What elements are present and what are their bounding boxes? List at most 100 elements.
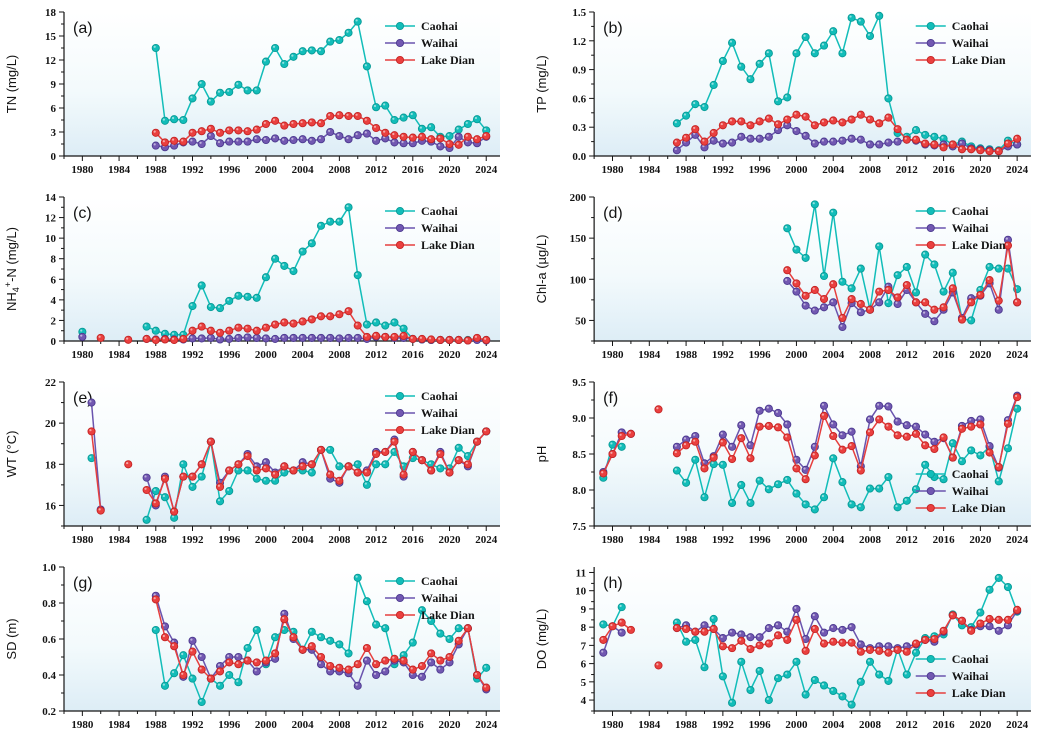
tick-labels: 0.2 0.4 0.6 0.8 1.0 1980 1984 1988 1992 1996 2000 2… xyxy=(42,562,497,731)
svg-text:2012: 2012 xyxy=(896,719,919,731)
svg-text:10: 10 xyxy=(575,586,587,598)
svg-text:18: 18 xyxy=(45,459,57,471)
tick-labels: 0 2 4 6 8 10 12 14 1980 1984 1988 1992 1996 2000 2004 2… xyxy=(45,192,498,361)
y-axis-title: pH xyxy=(534,446,549,463)
svg-text:2016: 2016 xyxy=(933,349,956,361)
legend: Caohai Waihai Lake Dian xyxy=(915,467,1006,515)
svg-text:2020: 2020 xyxy=(439,719,462,731)
svg-text:2000: 2000 xyxy=(785,349,808,361)
series-markers-lake_dian xyxy=(87,427,491,516)
svg-text:1988: 1988 xyxy=(145,349,168,361)
svg-text:1980: 1980 xyxy=(71,719,94,731)
svg-text:12: 12 xyxy=(45,55,57,67)
chart-d: 50 100 150 200 1980 1984 1988 1992 1996 2000 2004 2… xyxy=(534,192,1031,361)
svg-text:2004: 2004 xyxy=(822,164,845,176)
svg-text:22: 22 xyxy=(45,377,57,389)
svg-text:200: 200 xyxy=(570,192,587,204)
y-axis-title: WT (°C) xyxy=(4,431,19,478)
svg-text:7.5: 7.5 xyxy=(572,521,586,533)
svg-text:2024: 2024 xyxy=(475,534,498,546)
svg-text:1992: 1992 xyxy=(182,164,205,176)
axis-ticks xyxy=(589,571,1018,716)
svg-text:6: 6 xyxy=(581,659,587,671)
legend-label-waihai: Waihai xyxy=(421,221,458,235)
svg-text:2004: 2004 xyxy=(822,719,845,731)
svg-text:2020: 2020 xyxy=(969,164,992,176)
svg-text:2024: 2024 xyxy=(1006,719,1029,731)
svg-text:2008: 2008 xyxy=(859,164,882,176)
legend-label-lake_dian: Lake Dian xyxy=(421,53,475,67)
svg-text:1988: 1988 xyxy=(145,719,168,731)
plot-area xyxy=(64,12,500,156)
axis-ticks xyxy=(589,11,1018,161)
svg-text:2012: 2012 xyxy=(896,164,919,176)
legend-label-caohai: Caohai xyxy=(952,652,989,666)
svg-text:2004: 2004 xyxy=(292,164,315,176)
legend-label-caohai: Caohai xyxy=(421,389,458,403)
svg-text:2004: 2004 xyxy=(822,349,845,361)
y-axis-title: DO (mg/L) xyxy=(534,609,549,670)
svg-text:0.6: 0.6 xyxy=(42,634,56,646)
svg-text:1980: 1980 xyxy=(602,349,625,361)
svg-text:1988: 1988 xyxy=(675,534,698,546)
svg-text:1992: 1992 xyxy=(182,349,205,361)
legend: Caohai Waihai Lake Dian xyxy=(385,389,475,437)
legend-label-lake_dian: Lake Dian xyxy=(421,423,475,437)
svg-text:6: 6 xyxy=(51,103,57,115)
svg-text:7: 7 xyxy=(581,640,587,652)
svg-text:8.0: 8.0 xyxy=(572,485,586,497)
svg-text:2020: 2020 xyxy=(439,349,462,361)
svg-text:2000: 2000 xyxy=(255,349,278,361)
panel-label: (g) xyxy=(73,575,93,592)
svg-text:1988: 1988 xyxy=(675,349,698,361)
svg-text:50: 50 xyxy=(575,315,587,327)
svg-text:9: 9 xyxy=(51,79,57,91)
svg-text:2020: 2020 xyxy=(969,534,992,546)
y-axis-title: Chl-a (µg/L) xyxy=(534,235,549,304)
series-markers-caohai xyxy=(599,404,1022,514)
svg-text:0.4: 0.4 xyxy=(42,670,56,682)
svg-text:20: 20 xyxy=(45,418,57,430)
svg-text:2016: 2016 xyxy=(402,164,425,176)
series-markers-lake_dian xyxy=(96,307,491,345)
plot-area xyxy=(64,567,500,711)
svg-text:2024: 2024 xyxy=(1006,164,1029,176)
svg-text:9.0: 9.0 xyxy=(572,413,586,425)
svg-text:1984: 1984 xyxy=(638,349,661,361)
series-markers-lake_dian xyxy=(599,393,1022,484)
legend-label-lake_dian: Lake Dian xyxy=(421,238,475,252)
panel-f: 7.5 8.0 8.5 9.0 9.5 1980 1984 1988 1992 1996 2000 2… xyxy=(530,370,1061,555)
svg-text:1988: 1988 xyxy=(675,164,698,176)
svg-text:2008: 2008 xyxy=(328,164,351,176)
svg-text:2000: 2000 xyxy=(785,719,808,731)
svg-text:1984: 1984 xyxy=(638,164,661,176)
svg-text:1988: 1988 xyxy=(675,719,698,731)
svg-text:2024: 2024 xyxy=(475,164,498,176)
legend-label-caohai: Caohai xyxy=(421,204,458,218)
y-axis-title: TP (mg/L) xyxy=(534,55,549,113)
legend-label-lake_dian: Lake Dian xyxy=(952,686,1006,700)
legend: Caohai Waihai Lake Dian xyxy=(385,574,475,622)
y-axis-title: TN (mg/L) xyxy=(4,55,19,114)
svg-text:2016: 2016 xyxy=(933,164,956,176)
tick-labels: 16 18 20 22 1980 1984 1988 1992 1996 2000 2004 2008… xyxy=(45,377,498,546)
svg-text:0: 0 xyxy=(51,151,57,163)
svg-text:4: 4 xyxy=(581,695,587,707)
svg-text:2012: 2012 xyxy=(896,349,919,361)
svg-text:1.0: 1.0 xyxy=(42,562,56,574)
series-markers-lake_dian xyxy=(783,241,1022,324)
svg-text:1996: 1996 xyxy=(749,164,772,176)
series-markers-lake_dian xyxy=(151,111,491,149)
svg-text:1988: 1988 xyxy=(145,534,168,546)
svg-text:1984: 1984 xyxy=(108,719,131,731)
legend-label-caohai: Caohai xyxy=(952,204,989,218)
svg-text:1992: 1992 xyxy=(712,719,735,731)
svg-text:8: 8 xyxy=(581,622,587,634)
panel-h: 4 5 6 7 8 9 10 11 1980 1984 1988 1992 1996 2000 2004 20… xyxy=(530,555,1061,740)
legend-label-waihai: Waihai xyxy=(952,669,989,683)
chart-c: 0 2 4 6 8 10 12 14 1980 1984 1988 1992 1996 2000 2004 2… xyxy=(3,192,500,361)
svg-text:2024: 2024 xyxy=(475,719,498,731)
svg-text:9: 9 xyxy=(581,604,587,616)
svg-text:0.8: 0.8 xyxy=(42,598,56,610)
